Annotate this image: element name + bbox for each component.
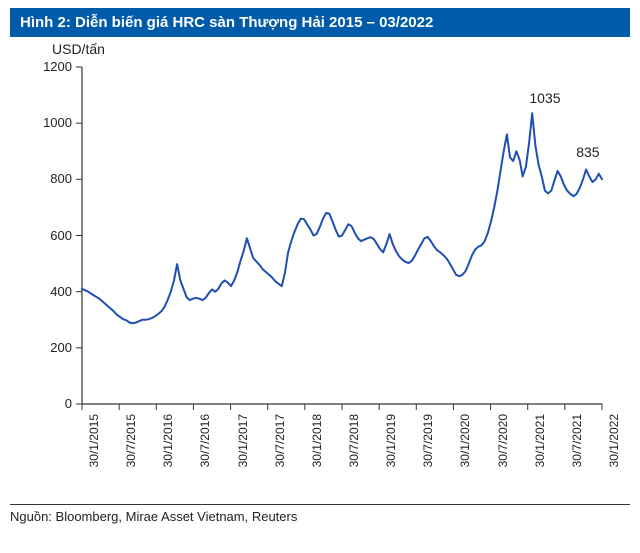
x-tick-label: 30/7/2019 (421, 414, 435, 489)
annotation-label: 1035 (529, 90, 560, 106)
figure: Hình 2: Diễn biến giá HRC sàn Thượng Hải… (0, 8, 640, 553)
x-tick-label: 30/7/2017 (273, 414, 287, 489)
x-tick-label: 30/7/2016 (198, 414, 212, 489)
source-line: Nguồn: Bloomberg, Mirae Asset Vietnam, R… (10, 504, 630, 524)
x-tick-label: 30/7/2021 (570, 414, 584, 489)
y-tick-label: 800 (22, 171, 72, 186)
x-tick-label: 30/1/2022 (607, 414, 621, 489)
x-tick-label: 30/7/2018 (347, 414, 361, 489)
x-tick-label: 30/7/2020 (496, 414, 510, 489)
x-tick-label: 30/1/2021 (533, 414, 547, 489)
x-tick-label: 30/1/2016 (161, 414, 175, 489)
chart-title: Hình 2: Diễn biến giá HRC sàn Thượng Hải… (10, 8, 630, 37)
x-tick-label: 30/1/2017 (236, 414, 250, 489)
price-line (82, 113, 602, 323)
y-tick-label: 600 (22, 228, 72, 243)
y-tick-label: 1000 (22, 115, 72, 130)
y-tick-label: 200 (22, 340, 72, 355)
source-text: Nguồn: Bloomberg, Mirae Asset Vietnam, R… (10, 509, 297, 524)
y-tick-label: 1200 (22, 59, 72, 74)
y-tick-label: 0 (22, 396, 72, 411)
chart-area: 0 200 400 600 800 1000 1200 USD/tấn 30/1/2015 30/… (10, 37, 630, 504)
y-tick-label: 400 (22, 284, 72, 299)
x-tick-label: 30/7/2015 (124, 414, 138, 489)
x-tick-label: 30/1/2018 (310, 414, 324, 489)
annotation-label: 835 (576, 144, 599, 160)
y-unit-label: USD/tấn (52, 41, 105, 57)
x-tick-label: 30/1/2019 (384, 414, 398, 489)
x-tick-label: 30/1/2020 (458, 414, 472, 489)
x-tick-label: 30/1/2015 (87, 414, 101, 489)
